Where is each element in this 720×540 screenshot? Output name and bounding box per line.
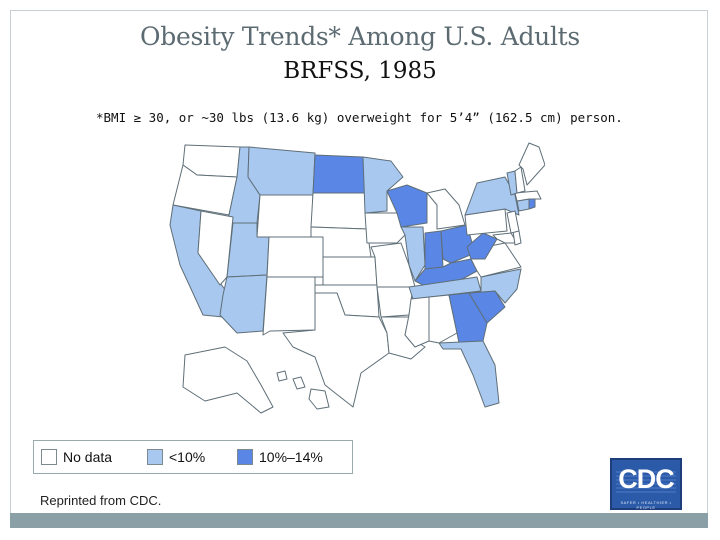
state-ar	[376, 286, 414, 318]
legend-label-high: 10%–14%	[259, 449, 323, 465]
state-mt	[247, 146, 316, 196]
state-ny	[464, 176, 520, 216]
state-ma	[514, 190, 542, 202]
cdc-logo-text: CDC	[618, 464, 675, 494]
state-de	[512, 230, 522, 246]
legend-label-low: <10%	[169, 449, 206, 465]
state-hi	[276, 370, 330, 410]
state-ks	[322, 256, 378, 286]
state-mi	[426, 188, 466, 230]
slide-subtitle: BRFSS, 1985	[283, 58, 437, 84]
footer-band	[10, 513, 708, 528]
cdc-logo-tagline: SAFER • HEALTHIER • PEOPLE	[620, 500, 672, 510]
legend-swatch-low	[147, 449, 163, 465]
state-nv	[197, 210, 234, 286]
state-nd	[312, 154, 366, 194]
state-nm	[262, 276, 316, 336]
reprint-credit: Reprinted from CDC.	[40, 493, 162, 508]
state-ri	[528, 198, 536, 210]
legend-item-no-data: No data	[41, 447, 112, 467]
legend-item-low: <10%	[147, 447, 205, 467]
state-wy	[256, 194, 314, 238]
bmi-footnote: *BMI ≥ 30, or ~30 lbs (13.6 kg) overweig…	[96, 110, 623, 125]
us-obesity-map	[169, 142, 545, 414]
slide-title: Obesity Trends* Among U.S. Adults	[140, 22, 580, 51]
state-me	[518, 142, 545, 186]
state-md	[492, 232, 518, 244]
state-fl	[438, 340, 500, 408]
state-co	[266, 236, 324, 278]
states-layer	[169, 142, 545, 414]
legend-swatch-no-data	[41, 449, 57, 465]
state-nh	[514, 166, 526, 194]
state-wi	[386, 184, 428, 228]
legend-swatch-high	[237, 449, 253, 465]
cdc-logo: CDC SAFER • HEALTHIER • PEOPLE	[610, 458, 682, 510]
legend-item-high: 10%–14%	[237, 447, 323, 467]
legend-label-no-data: No data	[63, 449, 113, 465]
state-az	[219, 274, 268, 334]
state-al	[428, 294, 458, 344]
state-ak	[182, 346, 274, 414]
state-wv	[466, 232, 498, 260]
state-ia	[364, 212, 406, 244]
state-tx	[282, 292, 390, 408]
state-sd	[310, 192, 368, 230]
state-nc	[468, 268, 522, 304]
state-in	[424, 230, 444, 270]
map-legend: No data <10% 10%–14%	[33, 440, 353, 474]
cdc-stripes-icon	[616, 471, 676, 493]
state-nj	[506, 210, 520, 234]
